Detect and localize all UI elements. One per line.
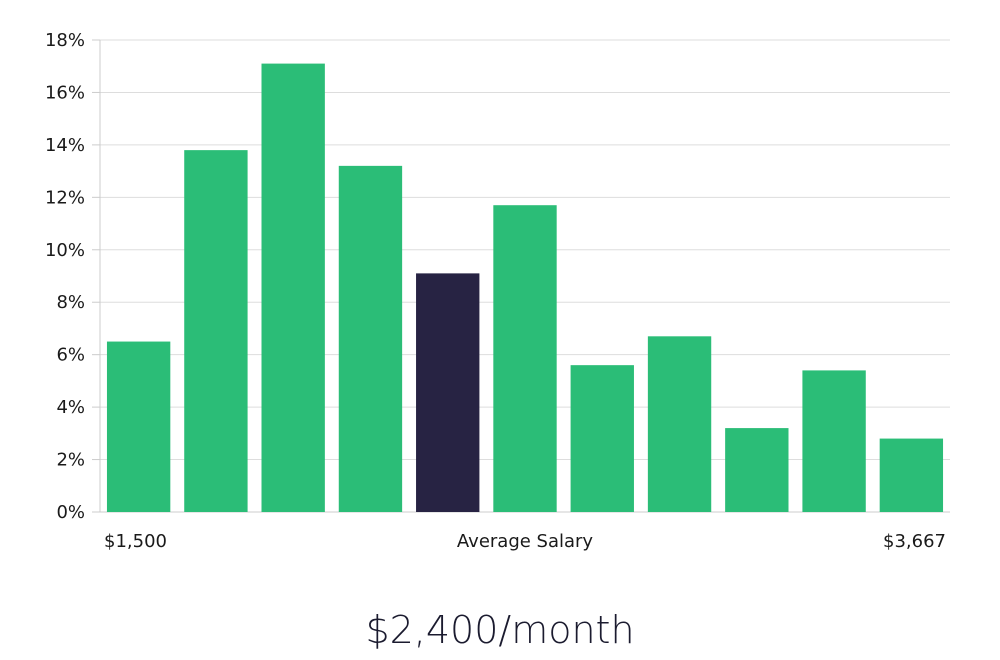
x-axis-title: Average Salary (457, 531, 594, 552)
bar (570, 365, 634, 512)
bar (493, 205, 557, 512)
bar (647, 336, 712, 512)
y-tick-label: 2% (56, 450, 85, 471)
bar (725, 428, 789, 512)
bar (338, 165, 403, 512)
y-axis-ticks: 0% 2% 4% 6% 8% 10% 12% 14% 16% 18% (45, 30, 100, 523)
y-tick-label: 4% (56, 397, 85, 418)
bar (106, 341, 171, 512)
y-tick-label: 16% (45, 82, 85, 103)
x-min-label: $1,500 (104, 531, 167, 552)
y-tick-label: 12% (45, 187, 85, 208)
salary-histogram: 0% 2% 4% 6% 8% 10% 12% 14% 16% 18% $1,500 Average… (45, 30, 950, 552)
average-salary-headline: $2,400/month (365, 608, 635, 652)
bar (261, 63, 325, 512)
bars (106, 63, 944, 512)
y-tick-label: 6% (56, 345, 85, 366)
bar (184, 150, 248, 512)
y-tick-label: 14% (45, 135, 85, 156)
x-max-label: $3,667 (883, 531, 946, 552)
y-tick-label: 8% (56, 292, 85, 313)
y-tick-label: 0% (56, 502, 85, 523)
bar (802, 370, 866, 512)
y-tick-label: 18% (45, 30, 85, 51)
bar-average-salary (416, 273, 480, 512)
bar (879, 438, 944, 512)
y-tick-label: 10% (45, 240, 85, 261)
